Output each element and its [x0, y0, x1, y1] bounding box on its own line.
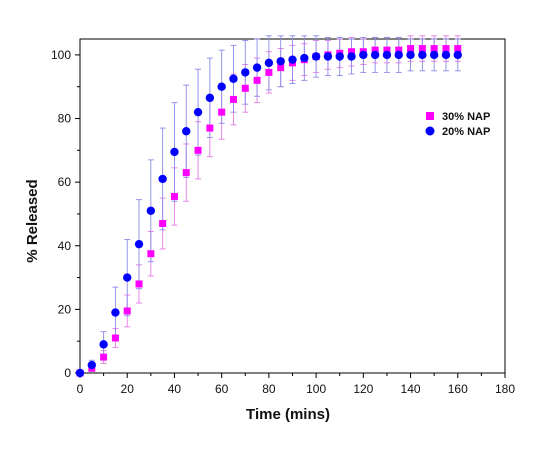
x-tick-label: 20: [121, 382, 135, 396]
data-point-circle: [429, 50, 439, 60]
data-point-circle: [359, 50, 368, 60]
data-point-square: [111, 334, 119, 342]
legend-marker-square: [426, 112, 434, 120]
legend-label: 30% NAP: [442, 111, 490, 123]
plot-frame: [79, 38, 506, 374]
data-point-square: [418, 45, 426, 53]
data-point-square: [100, 353, 108, 361]
data-point-square: [194, 146, 202, 154]
data-point-square: [348, 48, 356, 56]
x-tick-label: 80: [262, 382, 276, 396]
y-axis-title: % Released: [24, 179, 41, 262]
data-point-square: [430, 45, 438, 53]
x-axis-title: Time (mins): [246, 406, 330, 423]
data-point-square: [265, 68, 273, 76]
data-point-circle: [264, 58, 274, 68]
data-point-circle: [241, 68, 250, 77]
data-point-circle: [288, 55, 297, 64]
x-tick-label: 180: [495, 382, 515, 396]
data-point-circle: [123, 273, 132, 282]
data-point-circle: [170, 147, 179, 157]
data-point-square: [123, 307, 131, 315]
data-point-circle: [205, 93, 215, 103]
data-point-circle: [335, 52, 344, 61]
data-point-circle: [193, 107, 203, 117]
x-tick-label: 0: [77, 382, 84, 396]
data-point-circle: [158, 174, 167, 184]
data-point-square: [159, 219, 167, 227]
data-point-square: [371, 46, 379, 54]
data-point-circle: [311, 52, 321, 61]
x-tick-label: 100: [306, 382, 326, 396]
data-point-circle: [323, 52, 333, 61]
data-point-square: [383, 46, 391, 54]
data-point-square: [253, 76, 261, 84]
data-point-circle: [134, 239, 144, 249]
x-tick-label: 160: [448, 382, 468, 396]
data-point-circle: [382, 50, 392, 60]
data-point-circle: [276, 57, 285, 66]
data-point-square: [395, 46, 403, 54]
y-tick-label: 20: [58, 302, 72, 316]
data-point-square: [277, 64, 285, 72]
data-point-circle: [441, 50, 451, 60]
data-point-square: [407, 45, 415, 53]
x-tick-label: 40: [168, 382, 182, 396]
data-point-circle: [370, 50, 380, 60]
legend: 30% NAP 20% NAP: [425, 111, 490, 138]
data-point-circle: [87, 360, 97, 370]
y-tick-label: 100: [51, 48, 71, 62]
data-point-circle: [146, 206, 156, 215]
data-point-circle: [182, 127, 191, 136]
data-point-circle: [347, 52, 356, 61]
y-tick-label: 40: [58, 239, 72, 253]
data-point-square: [241, 84, 249, 92]
data-point-square: [218, 108, 226, 116]
data-point-square: [170, 192, 178, 200]
legend-label: 20% NAP: [442, 126, 490, 138]
y-tick-label: 0: [64, 366, 71, 380]
y-tick-label: 80: [58, 112, 72, 126]
data-point-circle: [99, 340, 108, 349]
data-point-circle: [300, 53, 309, 63]
data-point-circle: [418, 50, 427, 60]
x-tick-label: 140: [401, 382, 421, 396]
data-point-square: [206, 124, 214, 132]
data-point-square: [147, 250, 155, 258]
data-point-circle: [394, 50, 403, 60]
data-point-circle: [453, 50, 462, 60]
data-point-circle: [229, 74, 238, 83]
error-bars: [88, 35, 461, 372]
data-point-square: [182, 169, 190, 177]
axis-ticks: 0 20 40 60 80 100 120 140 160 180 0 20 40 60 80 100: [51, 48, 515, 396]
y-tick-label: 60: [58, 175, 72, 189]
data-markers: [75, 45, 462, 378]
data-point-circle: [252, 63, 262, 72]
x-tick-label: 60: [215, 382, 229, 396]
legend-marker-circle: [425, 126, 435, 136]
data-point-square: [135, 280, 143, 288]
data-point-square: [229, 95, 237, 103]
data-point-circle: [217, 82, 226, 91]
data-point-circle: [406, 50, 415, 60]
data-point-circle: [111, 308, 120, 317]
data-point-square: [442, 45, 450, 53]
data-point-square: [454, 45, 462, 53]
data-point-circle: [75, 368, 85, 378]
x-tick-label: 120: [353, 382, 373, 396]
